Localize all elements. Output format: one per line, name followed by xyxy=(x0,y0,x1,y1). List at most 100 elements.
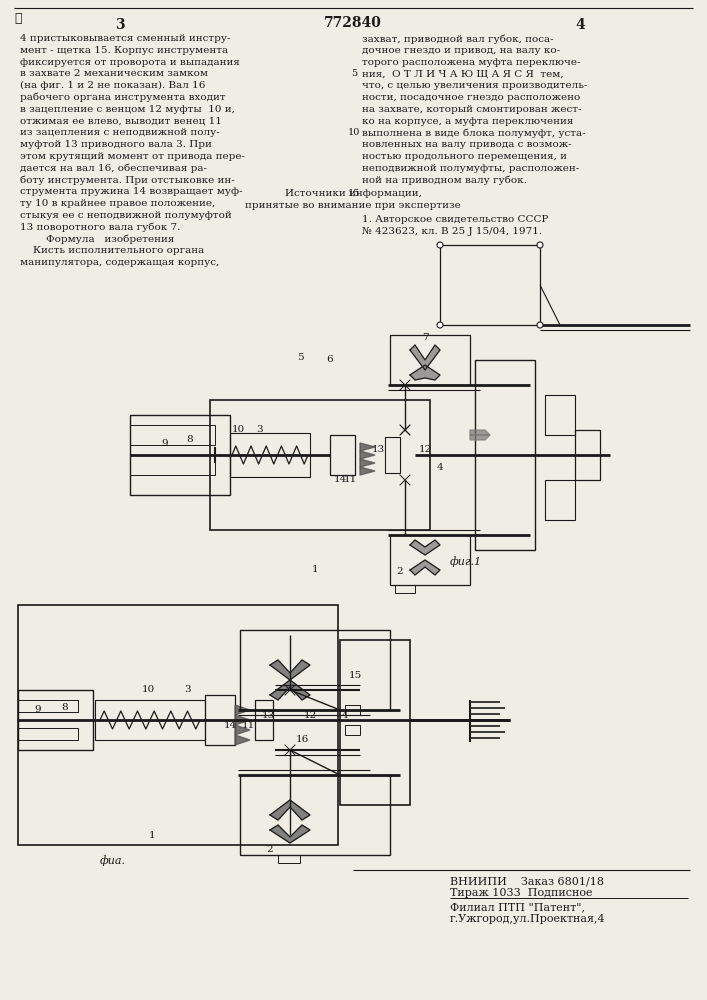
Text: фиг.1: фиг.1 xyxy=(450,556,482,567)
Text: ности, посадочное гнездо расположено: ности, посадочное гнездо расположено xyxy=(362,93,580,102)
Text: 13: 13 xyxy=(371,446,385,454)
Text: 2: 2 xyxy=(397,568,403,576)
Text: торого расположена муфта переключе-: торого расположена муфта переключе- xyxy=(362,58,580,67)
Text: в захвате 2 механическим замком: в захвате 2 механическим замком xyxy=(20,69,208,78)
Text: фиксируется от проворота и выпадания: фиксируется от проворота и выпадания xyxy=(20,58,240,67)
Bar xyxy=(575,430,600,480)
Text: ной на приводном валу губок.: ной на приводном валу губок. xyxy=(362,176,527,185)
Bar xyxy=(278,855,300,863)
Text: стыкуя ее с неподвижной полумуфтой: стыкуя ее с неподвижной полумуфтой xyxy=(20,211,232,220)
Text: отжимая ее влево, выводит венец 11: отжимая ее влево, выводит венец 11 xyxy=(20,117,222,126)
Text: Кисть исполнительного органа: Кисть исполнительного органа xyxy=(20,246,204,255)
Bar xyxy=(345,725,360,735)
Text: боту инструмента. При отстыковке ин-: боту инструмента. При отстыковке ин- xyxy=(20,176,235,185)
Text: фиа.: фиа. xyxy=(100,855,126,866)
Text: ностью продольного перемещения, и: ностью продольного перемещения, и xyxy=(362,152,567,161)
Text: 5: 5 xyxy=(351,69,357,78)
Text: 13 поворотного вала губок 7.: 13 поворотного вала губок 7. xyxy=(20,223,180,232)
Polygon shape xyxy=(360,451,375,459)
Bar xyxy=(385,437,400,473)
Text: 8: 8 xyxy=(62,704,69,712)
Polygon shape xyxy=(235,705,250,715)
Bar xyxy=(345,705,360,715)
Bar xyxy=(130,415,230,495)
Text: 3: 3 xyxy=(185,686,192,694)
Bar xyxy=(395,585,415,593)
Polygon shape xyxy=(470,430,490,435)
Text: что, с целью увеличения производитель-: что, с целью увеличения производитель- xyxy=(362,81,588,90)
Text: 2: 2 xyxy=(267,846,274,854)
Bar xyxy=(390,335,470,385)
Text: ту 10 в крайнее правое положение,: ту 10 в крайнее правое положение, xyxy=(20,199,215,208)
Bar xyxy=(440,245,540,325)
Circle shape xyxy=(437,322,443,328)
Bar xyxy=(130,455,215,475)
Text: 14: 14 xyxy=(223,720,237,730)
Polygon shape xyxy=(470,435,490,440)
Polygon shape xyxy=(235,715,250,725)
Bar xyxy=(18,605,338,845)
Text: ния,  О Т Л И Ч А Ю Щ А Я С Я  тем,: ния, О Т Л И Ч А Ю Щ А Я С Я тем, xyxy=(362,69,563,78)
Text: 7: 7 xyxy=(421,332,428,342)
Text: 5: 5 xyxy=(297,354,303,362)
Bar xyxy=(545,395,575,435)
Text: 11: 11 xyxy=(241,720,255,730)
Polygon shape xyxy=(410,540,440,555)
Circle shape xyxy=(537,322,543,328)
Text: 10: 10 xyxy=(348,128,360,137)
Text: в зацепление с венцом 12 муфты  10 и,: в зацепление с венцом 12 муфты 10 и, xyxy=(20,105,235,114)
Bar xyxy=(390,535,470,585)
Text: дается на вал 16, обеспечивая ра-: дается на вал 16, обеспечивая ра- xyxy=(20,164,207,173)
Text: 3: 3 xyxy=(257,426,263,434)
Text: 1: 1 xyxy=(148,830,156,840)
Polygon shape xyxy=(360,459,375,467)
Text: неподвижной полумуфты, расположен-: неподвижной полумуфты, расположен- xyxy=(362,164,579,173)
Text: 9: 9 xyxy=(162,438,168,448)
Text: ко на корпусе, а муфта переключения: ко на корпусе, а муфта переключения xyxy=(362,117,573,126)
Polygon shape xyxy=(235,725,250,735)
Text: манипулятора, содержащая корпус,: манипулятора, содержащая корпус, xyxy=(20,258,219,267)
Text: из зацепления с неподвижной полу-: из зацепления с неподвижной полу- xyxy=(20,128,220,137)
Bar xyxy=(130,425,215,445)
Text: мент - щетка 15. Корпус инструмента: мент - щетка 15. Корпус инструмента xyxy=(20,46,228,55)
Text: 4: 4 xyxy=(437,464,443,473)
Text: 10: 10 xyxy=(231,426,245,434)
Text: 16: 16 xyxy=(296,736,309,744)
Text: дочное гнездо и привод, на валу ко-: дочное гнездо и привод, на валу ко- xyxy=(362,46,560,55)
Text: муфтой 13 приводного вала 3. При: муфтой 13 приводного вала 3. При xyxy=(20,140,212,149)
Text: на захвате, который смонтирован жест-: на захвате, который смонтирован жест- xyxy=(362,105,581,114)
Polygon shape xyxy=(360,443,375,451)
Text: 8: 8 xyxy=(187,436,193,444)
Text: (на фиг. 1 и 2 не показан). Вал 16: (на фиг. 1 и 2 не показан). Вал 16 xyxy=(20,81,205,90)
Text: 1. Авторское свидетельство СССР: 1. Авторское свидетельство СССР xyxy=(362,215,549,224)
Text: 15: 15 xyxy=(348,189,360,198)
Bar xyxy=(18,690,93,750)
Bar xyxy=(230,433,310,477)
Bar xyxy=(95,700,205,740)
Text: Формула   изобретения: Формула изобретения xyxy=(20,235,175,244)
Text: принятые во внимание при экспертизе: принятые во внимание при экспертизе xyxy=(245,201,461,210)
Text: выполнена в виде блока полумуфт, уста-: выполнена в виде блока полумуфт, уста- xyxy=(362,128,585,138)
Text: 15: 15 xyxy=(349,670,361,680)
Text: захват, приводной вал губок, поса-: захват, приводной вал губок, поса- xyxy=(362,34,554,43)
Polygon shape xyxy=(270,800,310,820)
Text: 12: 12 xyxy=(419,446,432,454)
Text: 4 пристыковывается сменный инстру-: 4 пристыковывается сменный инстру- xyxy=(20,34,230,43)
Text: 9: 9 xyxy=(35,706,41,714)
Text: этом крутящий момент от привода пере-: этом крутящий момент от привода пере- xyxy=(20,152,245,161)
Text: новленных на валу привода с возмож-: новленных на валу привода с возмож- xyxy=(362,140,572,149)
Text: ВНИИПИ    Заказ 6801/18: ВНИИПИ Заказ 6801/18 xyxy=(450,876,604,886)
Polygon shape xyxy=(270,680,310,700)
Polygon shape xyxy=(235,735,250,745)
Text: ✓: ✓ xyxy=(14,12,21,25)
Text: 1: 1 xyxy=(312,566,318,574)
Polygon shape xyxy=(410,560,440,575)
Bar xyxy=(255,700,273,740)
Bar xyxy=(330,435,355,475)
Text: 10: 10 xyxy=(141,686,155,694)
Text: 772840: 772840 xyxy=(324,16,382,30)
Polygon shape xyxy=(270,825,310,843)
Text: 3: 3 xyxy=(115,18,125,32)
Bar xyxy=(475,360,535,550)
Text: № 423623, кл. В 25 J 15/04, 1971.: № 423623, кл. В 25 J 15/04, 1971. xyxy=(362,227,542,236)
